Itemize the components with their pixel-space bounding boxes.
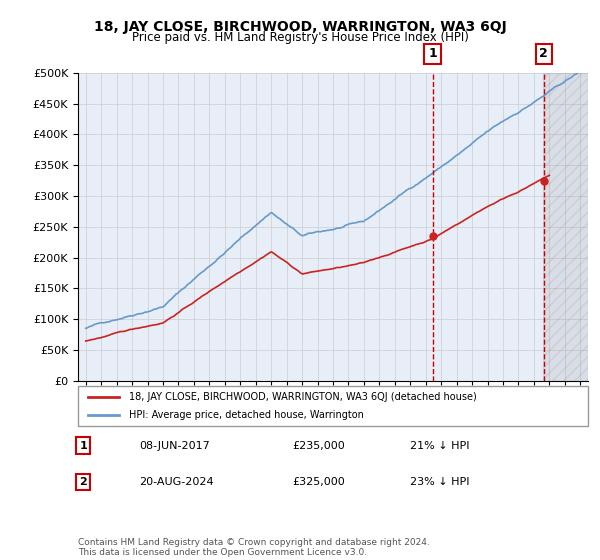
Text: Contains HM Land Registry data © Crown copyright and database right 2024.
This d: Contains HM Land Registry data © Crown c…: [78, 538, 430, 557]
Text: 2: 2: [79, 477, 87, 487]
Text: 08-JUN-2017: 08-JUN-2017: [139, 441, 210, 451]
Text: Price paid vs. HM Land Registry's House Price Index (HPI): Price paid vs. HM Land Registry's House …: [131, 31, 469, 44]
Text: 18, JAY CLOSE, BIRCHWOOD, WARRINGTON, WA3 6QJ: 18, JAY CLOSE, BIRCHWOOD, WARRINGTON, WA…: [94, 20, 506, 34]
FancyBboxPatch shape: [78, 386, 588, 426]
Text: 23% ↓ HPI: 23% ↓ HPI: [409, 477, 469, 487]
Text: HPI: Average price, detached house, Warrington: HPI: Average price, detached house, Warr…: [129, 409, 364, 419]
Text: 20-AUG-2024: 20-AUG-2024: [139, 477, 214, 487]
Text: £325,000: £325,000: [292, 477, 345, 487]
Text: 2: 2: [539, 48, 548, 60]
Text: 18, JAY CLOSE, BIRCHWOOD, WARRINGTON, WA3 6QJ (detached house): 18, JAY CLOSE, BIRCHWOOD, WARRINGTON, WA…: [129, 393, 477, 403]
Text: 1: 1: [79, 441, 87, 451]
Text: £235,000: £235,000: [292, 441, 345, 451]
Text: 21% ↓ HPI: 21% ↓ HPI: [409, 441, 469, 451]
Text: 1: 1: [428, 48, 437, 60]
Bar: [543, 73, 588, 381]
